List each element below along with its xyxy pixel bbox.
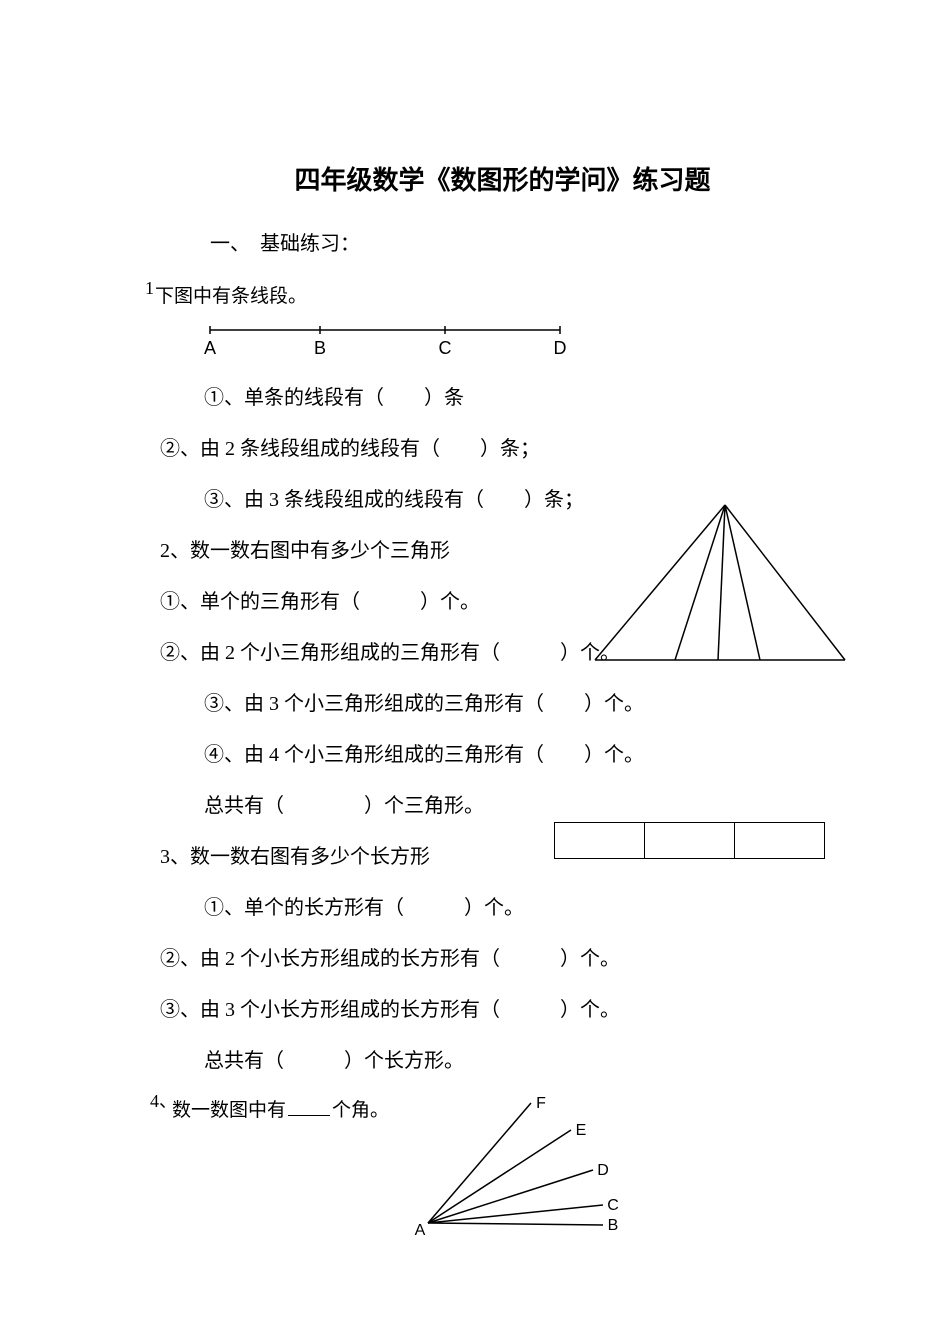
q4-number: 4、: [150, 1087, 177, 1113]
svg-text:A: A: [415, 1222, 426, 1239]
svg-text:E: E: [576, 1122, 587, 1139]
q3-sub2: ②、由 2 个小长方形组成的长方形有（ ）个。: [160, 942, 815, 971]
q1-sub1: ①、单条的线段有（ ）条: [204, 381, 815, 410]
q4-text: 数一数图中有个角。: [172, 1095, 389, 1122]
section-heading: 一、 基础练习：: [210, 227, 815, 256]
q3-total: 总共有（ ）个长方形。: [204, 1044, 815, 1073]
q2-sub4: ④、由 4 个小三角形组成的三角形有（ ）个。: [204, 738, 815, 767]
svg-text:D: D: [554, 338, 567, 358]
q1-header-text: 下图中有条线段。: [155, 286, 307, 307]
q4-angle-diagram: BC D E F A: [413, 1095, 623, 1250]
q2-total: 总共有（ ）个三角形。: [204, 789, 815, 818]
svg-text:A: A: [204, 338, 216, 358]
svg-text:C: C: [439, 338, 452, 358]
svg-text:D: D: [597, 1162, 609, 1179]
q1-header: 1 下图中有条线段。: [155, 281, 815, 308]
q3-sub3: ③、由 3 个小长方形组成的长方形有（ ）个。: [160, 993, 815, 1022]
q1-number: 1: [145, 278, 154, 299]
q1-sub2: ②、由 2 条线段组成的线段有（ ）条；: [160, 432, 815, 461]
page: 四年级数学《数图形的学问》练习题 一、 基础练习： 1 下图中有条线段。 ABC…: [0, 0, 945, 1337]
svg-text:B: B: [608, 1217, 619, 1234]
blank-line: [288, 1100, 330, 1116]
q1-line-segment-diagram: A B C D: [190, 316, 815, 371]
q2-triangle-diagram: [585, 500, 845, 670]
svg-text:F: F: [536, 1095, 546, 1112]
svg-text:B: B: [314, 338, 326, 358]
document-title: 四年级数学《数图形的学问》练习题: [190, 160, 815, 197]
q3-sub1: ①、单个的长方形有（ ）个。: [204, 891, 815, 920]
q3-rectangle-diagram: [554, 822, 825, 859]
svg-text:C: C: [607, 1197, 619, 1214]
q4-row: 4、 数一数图中有个角。 BCDEFA: [160, 1095, 815, 1250]
q2-sub3: ③、由 3 个小三角形组成的三角形有（ ）个。: [204, 687, 815, 716]
